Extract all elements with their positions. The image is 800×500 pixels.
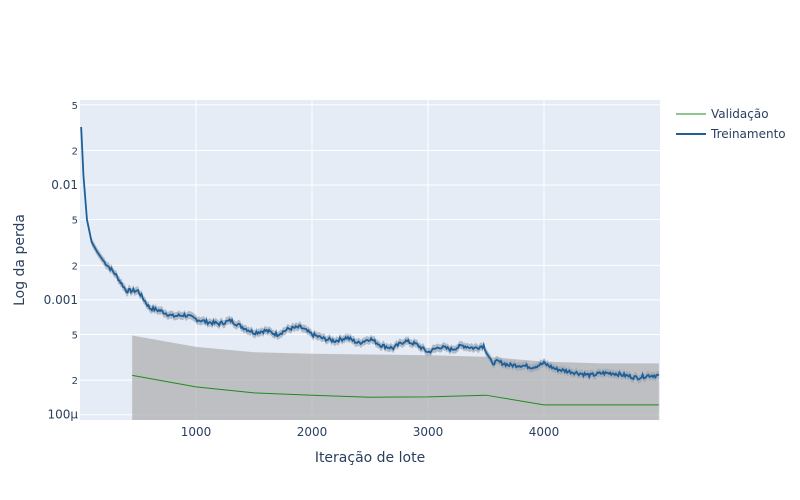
y-tick-label: 5 xyxy=(72,216,78,227)
y-tick-label: 2 xyxy=(72,146,78,157)
x-tick-label: 2000 xyxy=(297,425,328,439)
training-line[interactable] xyxy=(80,126,660,381)
y-tick-label: 100µ xyxy=(47,408,78,422)
y-tick-label: 5 xyxy=(72,330,78,341)
y-tick-label: 5 xyxy=(72,101,78,112)
grid-lines xyxy=(80,100,660,420)
y-tick-label: 2 xyxy=(72,261,78,272)
x-axis-ticks: 1000 2000 3000 4000 xyxy=(181,425,560,439)
validation-band xyxy=(132,335,659,420)
y-tick-label: 2 xyxy=(72,376,78,387)
y-axis-title: Log da perda xyxy=(12,214,28,306)
legend-label[interactable]: Treinamento xyxy=(710,127,786,141)
legend[interactable]: Validação Treinamento xyxy=(676,107,786,141)
y-tick-label: 0.01 xyxy=(51,178,78,192)
legend-label[interactable]: Validação xyxy=(711,107,769,121)
x-tick-label: 4000 xyxy=(529,425,560,439)
validation-line[interactable] xyxy=(132,374,659,406)
x-axis-title: Iteração de lote xyxy=(315,450,425,466)
x-tick-label: 1000 xyxy=(181,425,212,439)
plot-area[interactable] xyxy=(80,123,660,420)
y-axis-ticks: 100µ 2 5 0.001 2 5 0.01 2 5 xyxy=(44,101,79,422)
training-band xyxy=(81,123,659,384)
x-tick-label: 3000 xyxy=(413,425,444,439)
y-tick-label: 0.001 xyxy=(44,293,78,307)
